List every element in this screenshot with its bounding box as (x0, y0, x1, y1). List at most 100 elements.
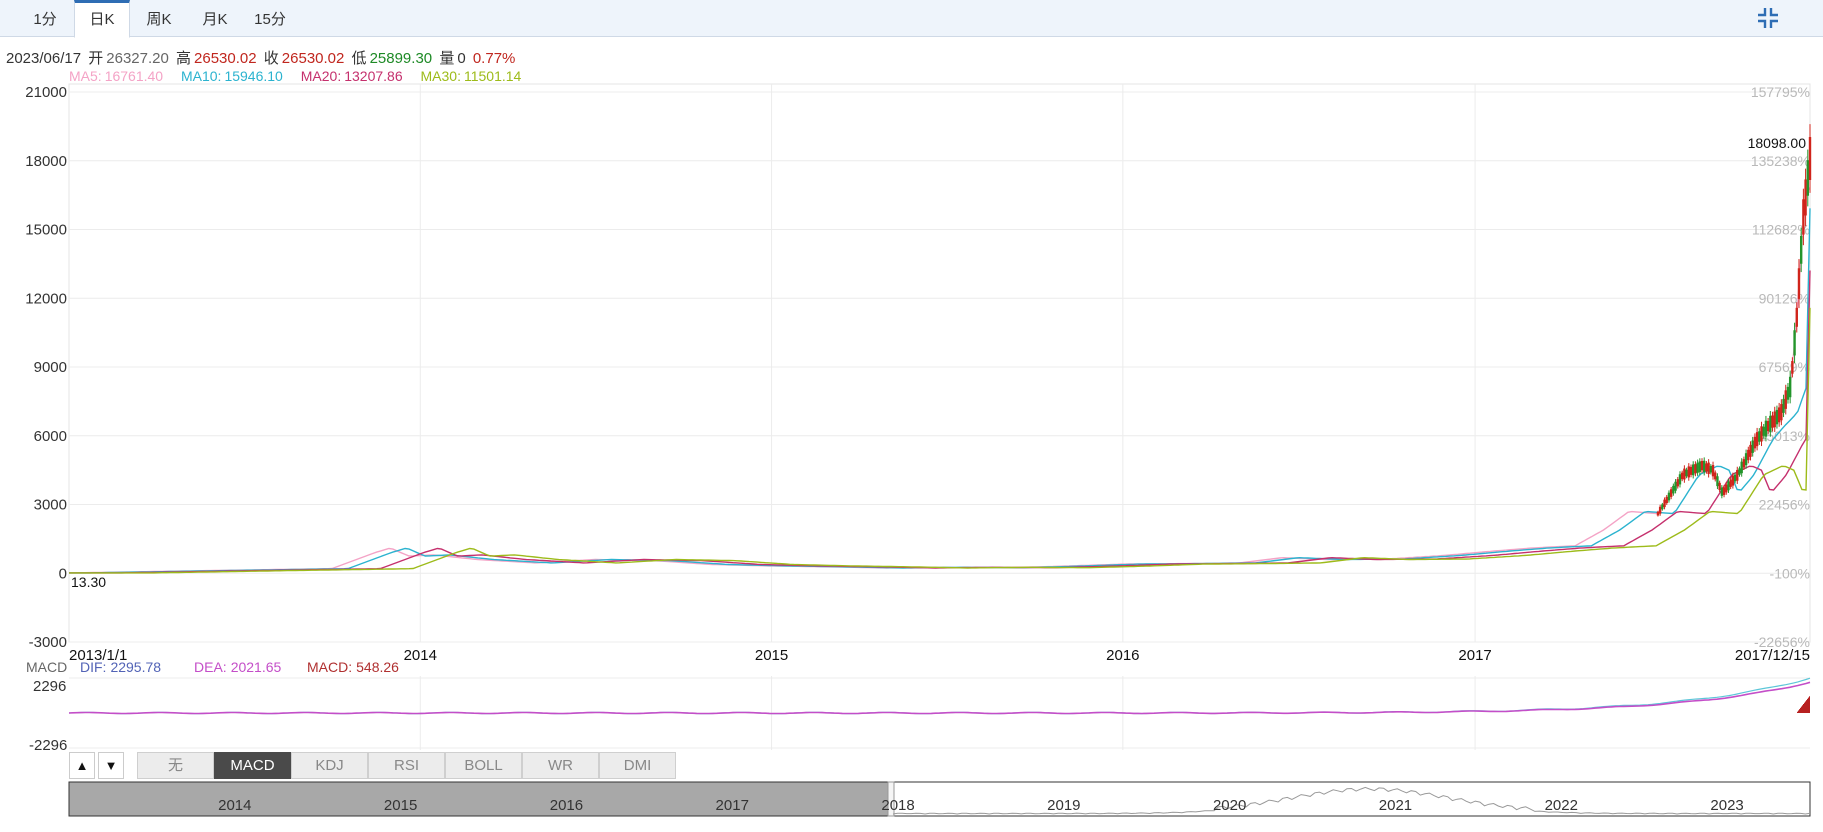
candle-body (1687, 466, 1690, 478)
candle-body (1669, 489, 1673, 497)
y-axis: 21000 18000 15000 12000 9000 6000 3000 0 -3000 (25, 84, 67, 651)
candle-body (1802, 199, 1805, 235)
ma30-value: 11501.14 (463, 68, 522, 84)
volume-value: 0 (457, 50, 466, 67)
x-tick-label: 2015 (755, 647, 788, 664)
candle-body (1722, 487, 1726, 495)
candle-body (1766, 421, 1770, 432)
y-tick-label: 12000 (25, 290, 67, 307)
macd-histogram-bar (1807, 698, 1808, 713)
macd-histogram-bar (1805, 701, 1806, 713)
candle-body (1791, 361, 1794, 374)
navigator-handle (887, 781, 895, 817)
candle-body (1731, 475, 1735, 486)
macd-histogram-bar (1803, 703, 1804, 713)
tab-1min[interactable]: 1分 (33, 11, 57, 28)
candle-body (1806, 160, 1809, 196)
ma20-label: MA20: (300, 68, 342, 84)
plot-border (68, 83, 1811, 643)
macd-histogram-bar (1802, 705, 1803, 713)
candle-body (1777, 407, 1781, 423)
indicator-dmi-button[interactable]: DMI (599, 752, 676, 779)
candle-body (1683, 468, 1686, 480)
period-tab-bar: 1分 日K 周K 月K 15分 (0, 0, 1823, 38)
indicator-rsi-button[interactable]: RSI (368, 752, 445, 779)
ma-line-MA5 (69, 187, 1811, 574)
candle-body (1656, 511, 1660, 516)
macd-value: 548.26 (356, 659, 399, 675)
ma-line-MA10 (69, 208, 1811, 574)
navigator-year-label: 2016 (550, 797, 583, 814)
x-tick-label: 2014 (404, 647, 437, 664)
indicator-wr-button[interactable]: WR (522, 752, 599, 779)
range-navigator[interactable]: 2014 2015 2016 2017 2018 2019 2020 2021 2022 2023 (68, 781, 1811, 817)
macd-histogram-bar (1798, 710, 1799, 713)
x-tick-label: 2016 (1106, 647, 1139, 664)
ma5-legend: MA5: 16761.40 (69, 68, 163, 84)
macd-histogram-bar (1799, 709, 1800, 713)
candle-body (1718, 482, 1721, 491)
candle-body (1740, 461, 1743, 474)
candle-body (1797, 268, 1801, 299)
dea-line (68, 681, 1811, 715)
navigator-price-line (892, 786, 1811, 815)
candle-body (1762, 426, 1765, 436)
collapse-fullscreen-icon[interactable] (1757, 7, 1779, 29)
candle-body (1661, 504, 1664, 510)
percent-tick-label: -22656% (1754, 634, 1810, 650)
candle-body (1788, 376, 1792, 398)
indicator-none-button[interactable]: 无 (137, 752, 214, 779)
candle-body (1727, 481, 1730, 491)
navigator-year-label: 2015 (384, 797, 417, 814)
indicator-kdj-button[interactable]: KDJ (291, 752, 368, 779)
macd-label: MACD: (307, 659, 352, 675)
y-tick-label: 9000 (34, 359, 67, 376)
tab-monthly-k[interactable]: 月K (202, 11, 228, 28)
volume-label: 量 (439, 50, 455, 67)
indicator-boll-button[interactable]: BOLL (445, 752, 522, 779)
navigator-year-label: 2014 (218, 797, 251, 814)
navigator-year-label: 2021 (1379, 797, 1412, 814)
candle-body (1742, 459, 1746, 468)
grid-lines (68, 83, 1811, 750)
triangle-up-icon[interactable]: ▲ (69, 752, 95, 779)
info-date: 2023/06/17 (6, 50, 82, 67)
candle-body (1714, 472, 1717, 480)
candle-body (1755, 432, 1759, 447)
candle-body (1738, 468, 1741, 475)
candle-body (1775, 409, 1779, 425)
low-value: 25899.30 (369, 50, 433, 67)
candle-body (1786, 386, 1790, 400)
candle-body (1691, 464, 1695, 476)
ma30-legend: MA30: 11501.14 (421, 68, 522, 84)
candle-body (1705, 463, 1708, 472)
macd-panel (68, 677, 1811, 749)
percent-tick-label: -100% (1770, 565, 1810, 581)
y-tick-label: -3000 (29, 634, 67, 651)
candle-body (1729, 479, 1732, 487)
triangle-down-icon[interactable]: ▼ (98, 752, 124, 779)
indicator-macd-button[interactable]: MACD (214, 752, 291, 779)
macd-histogram-bar (1804, 702, 1805, 713)
candle-body (1747, 449, 1750, 461)
y-tick-label: 18000 (25, 153, 67, 170)
candle-body (1751, 440, 1754, 453)
high-label: 高 (176, 50, 192, 67)
percent-tick-label: 112682% (1752, 222, 1810, 238)
candle-body (1711, 465, 1715, 477)
tab-weekly-k[interactable]: 周K (146, 11, 172, 28)
tab-daily-k[interactable]: 日K (74, 0, 130, 38)
candle-body (1808, 137, 1812, 180)
close-value: 26530.02 (281, 50, 345, 67)
x-tick-label: 2017 (1458, 647, 1491, 664)
percent-tick-label: 90126% (1759, 290, 1810, 306)
candle-body (1784, 390, 1787, 409)
ma30-label: MA30: (420, 68, 461, 84)
y-tick-label: 6000 (34, 428, 67, 445)
candle-body (1758, 431, 1761, 442)
candle-body (1674, 481, 1677, 491)
ma20-value: 13207.86 (344, 68, 403, 84)
tab-15min[interactable]: 15分 (254, 11, 286, 28)
min-price-label: 13.30 (71, 574, 106, 590)
